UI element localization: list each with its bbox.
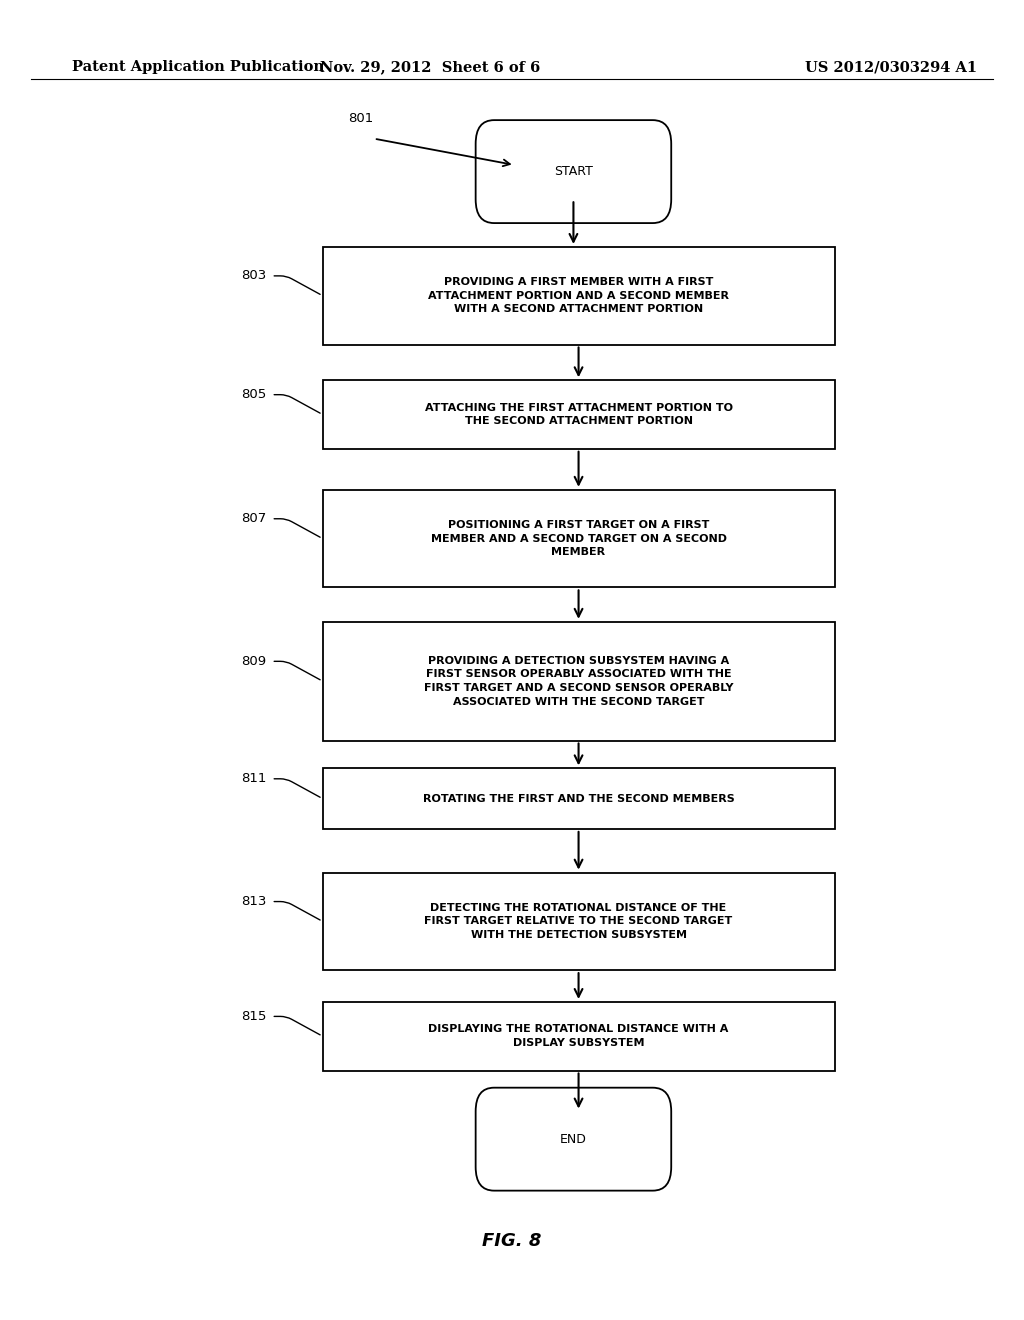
- Text: ATTACHING THE FIRST ATTACHMENT PORTION TO
THE SECOND ATTACHMENT PORTION: ATTACHING THE FIRST ATTACHMENT PORTION T…: [425, 403, 732, 426]
- Text: 809: 809: [241, 655, 266, 668]
- Text: PROVIDING A FIRST MEMBER WITH A FIRST
ATTACHMENT PORTION AND A SECOND MEMBER
WIT: PROVIDING A FIRST MEMBER WITH A FIRST AT…: [428, 277, 729, 314]
- Text: 805: 805: [241, 388, 266, 401]
- Text: POSITIONING A FIRST TARGET ON A FIRST
MEMBER AND A SECOND TARGET ON A SECOND
MEM: POSITIONING A FIRST TARGET ON A FIRST ME…: [430, 520, 727, 557]
- Text: 801: 801: [348, 112, 374, 125]
- Text: 815: 815: [241, 1010, 266, 1023]
- Text: Patent Application Publication: Patent Application Publication: [72, 61, 324, 74]
- FancyBboxPatch shape: [323, 380, 835, 449]
- Text: 813: 813: [241, 895, 266, 908]
- Text: END: END: [560, 1133, 587, 1146]
- Text: PROVIDING A DETECTION SUBSYSTEM HAVING A
FIRST SENSOR OPERABLY ASSOCIATED WITH T: PROVIDING A DETECTION SUBSYSTEM HAVING A…: [424, 656, 733, 706]
- Text: 811: 811: [241, 772, 266, 785]
- FancyBboxPatch shape: [323, 873, 835, 970]
- FancyBboxPatch shape: [475, 1088, 672, 1191]
- FancyBboxPatch shape: [323, 490, 835, 587]
- Text: 807: 807: [241, 512, 266, 525]
- Text: US 2012/0303294 A1: US 2012/0303294 A1: [805, 61, 977, 74]
- FancyBboxPatch shape: [475, 120, 672, 223]
- FancyBboxPatch shape: [323, 1002, 835, 1071]
- FancyBboxPatch shape: [323, 768, 835, 829]
- Text: Nov. 29, 2012  Sheet 6 of 6: Nov. 29, 2012 Sheet 6 of 6: [319, 61, 541, 74]
- Text: DISPLAYING THE ROTATIONAL DISTANCE WITH A
DISPLAY SUBSYSTEM: DISPLAYING THE ROTATIONAL DISTANCE WITH …: [428, 1024, 729, 1048]
- Text: 803: 803: [241, 269, 266, 282]
- Text: ROTATING THE FIRST AND THE SECOND MEMBERS: ROTATING THE FIRST AND THE SECOND MEMBER…: [423, 793, 734, 804]
- FancyBboxPatch shape: [323, 622, 835, 741]
- FancyBboxPatch shape: [323, 247, 835, 345]
- Text: DETECTING THE ROTATIONAL DISTANCE OF THE
FIRST TARGET RELATIVE TO THE SECOND TAR: DETECTING THE ROTATIONAL DISTANCE OF THE…: [424, 903, 733, 940]
- Text: START: START: [554, 165, 593, 178]
- Text: FIG. 8: FIG. 8: [482, 1232, 542, 1250]
